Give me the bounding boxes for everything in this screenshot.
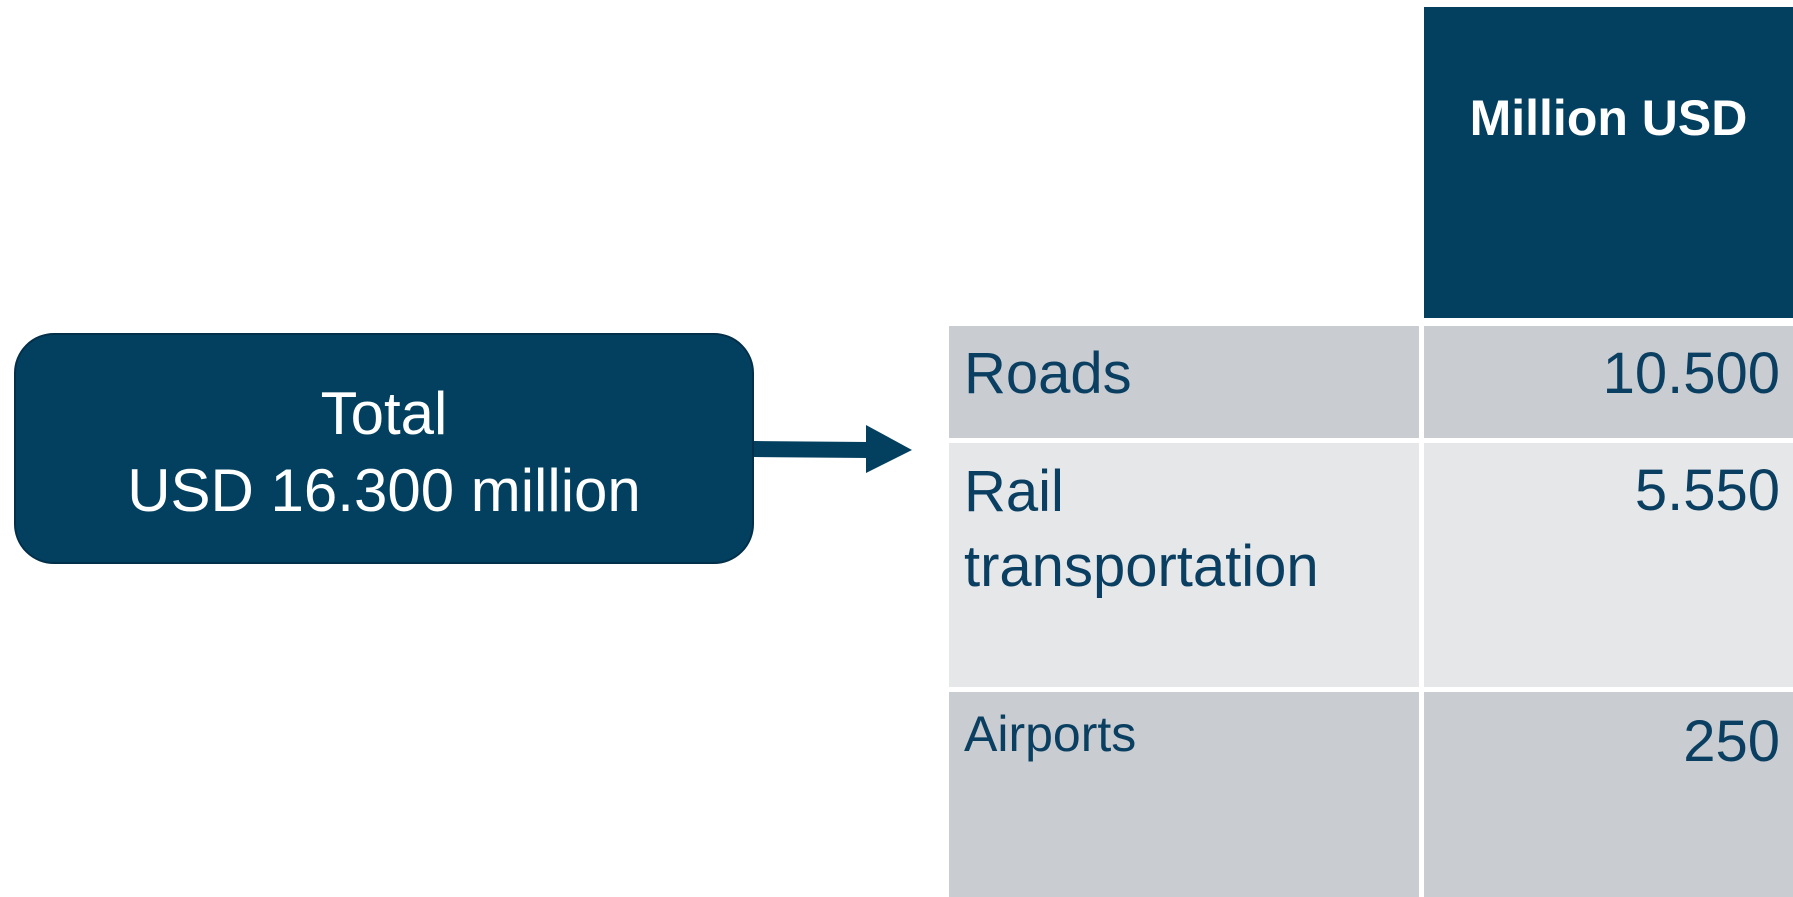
total-callout: Total USD 16.300 million (14, 333, 754, 564)
row-value: 250 (1424, 692, 1793, 897)
row-label: Roads (949, 326, 1419, 438)
table-header: Million USD (1424, 7, 1793, 318)
row-value: 5.550 (1424, 443, 1793, 687)
arrow-shaft (754, 441, 868, 458)
row-label: Airports (949, 692, 1419, 897)
callout-line: USD 16.300 million (127, 457, 641, 524)
row-value: 10.500 (1424, 326, 1793, 438)
row-label: Rail transportation (949, 443, 1419, 687)
callout-line: Total (320, 380, 448, 447)
arrow-head (866, 425, 912, 473)
